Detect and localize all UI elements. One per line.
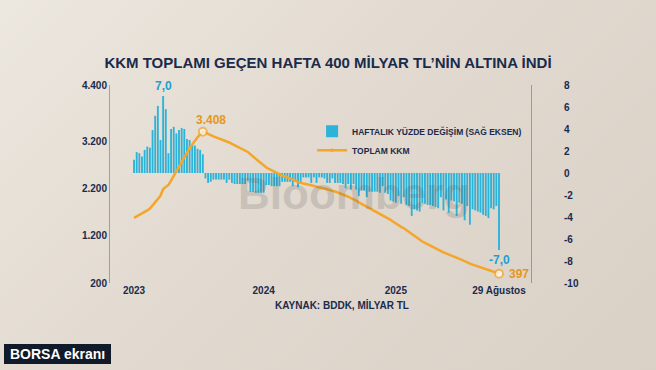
svg-text:2025: 2025	[385, 285, 408, 296]
svg-text:-4: -4	[564, 212, 573, 223]
svg-text:TOPLAM KKM: TOPLAM KKM	[352, 145, 409, 155]
svg-text:Bloomberg: Bloomberg	[238, 169, 470, 218]
svg-text:KAYNAK: BDDK, MİLYAR TL: KAYNAK: BDDK, MİLYAR TL	[275, 299, 409, 311]
svg-text:1.200: 1.200	[82, 230, 107, 241]
svg-text:3.200: 3.200	[82, 136, 107, 147]
svg-text:3.408: 3.408	[196, 113, 226, 127]
svg-text:-6: -6	[564, 234, 573, 245]
svg-text:7,0: 7,0	[155, 79, 172, 93]
svg-text:2: 2	[564, 146, 570, 157]
svg-text:2.200: 2.200	[82, 183, 107, 194]
svg-text:397: 397	[509, 267, 529, 281]
svg-text:4.400: 4.400	[82, 80, 107, 91]
svg-text:0: 0	[564, 168, 570, 179]
svg-text:29 Ağustos: 29 Ağustos	[472, 285, 526, 296]
svg-text:-10: -10	[564, 278, 579, 289]
svg-text:6: 6	[564, 102, 570, 113]
svg-text:2024: 2024	[253, 285, 276, 296]
svg-text:-8: -8	[564, 256, 573, 267]
svg-text:8: 8	[564, 80, 570, 91]
svg-text:4: 4	[564, 124, 570, 135]
svg-text:-7,0: -7,0	[489, 253, 510, 267]
svg-text:HAFTALIK YÜZDE DEĞİŞİM (SAĞ EK: HAFTALIK YÜZDE DEĞİŞİM (SAĞ EKSEN)	[352, 125, 521, 136]
html-text:BORSA ekranı: BORSA ekranı	[10, 346, 106, 362]
svg-text:2023: 2023	[123, 285, 146, 296]
svg-text:-2: -2	[564, 190, 573, 201]
svg-text:200: 200	[90, 278, 107, 289]
svg-text:KKM TOPLAMI GEÇEN HAFTA 400 Mİ: KKM TOPLAMI GEÇEN HAFTA 400 MİLYAR TL’Nİ…	[104, 54, 551, 71]
